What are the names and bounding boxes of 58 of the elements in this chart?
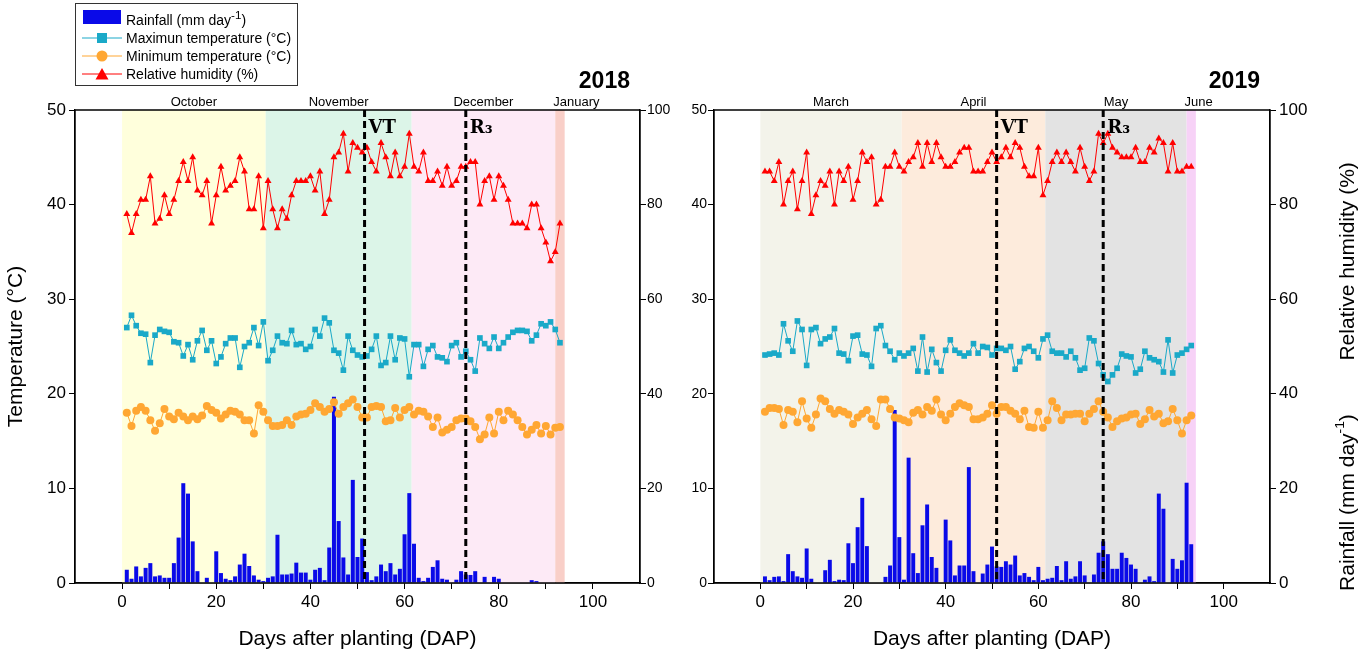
x-tick-label: 100 (578, 591, 608, 611)
band-label: March (812, 94, 850, 110)
x-axis-title: Days after planting (DAP) (238, 626, 477, 650)
y2-tick-label: 80 (647, 195, 663, 212)
y2-tick-label: 0 (647, 573, 655, 590)
band-label: April (960, 94, 987, 110)
y2-tick-label: 100 (647, 100, 671, 117)
x-tick-label: 20 (206, 591, 226, 611)
x-tick-label: 60 (395, 591, 415, 611)
legend-label: Minimum temperature (°C) (126, 46, 292, 65)
chart-title: 2018 (578, 67, 631, 93)
y2-tick-label: 20 (1279, 478, 1298, 498)
ref-line-label: R₃ (1107, 115, 1131, 137)
legend-label: Rainfall (mm day$^{-1}$) (126, 7, 247, 29)
y-tick-label: 10 (47, 478, 66, 498)
y2-tick-label: 60 (1279, 288, 1298, 308)
y2-tick-label: 40 (647, 384, 663, 401)
y-tick-label: 0 (56, 572, 66, 592)
x-tick-label: 40 (300, 591, 320, 611)
x-tick-label: 100 (1209, 591, 1238, 611)
y-tick-label: 50 (691, 100, 708, 117)
y-tick-label: 30 (47, 288, 66, 308)
y-tick-label: 20 (47, 383, 66, 403)
band-label: January (553, 94, 600, 110)
y2-tick-label: 40 (1279, 383, 1298, 403)
legend-label: Relative humidity (%) (126, 64, 259, 83)
y-axis-title: Temperature (°C) (3, 265, 27, 428)
y2-tick-label: 20 (647, 479, 663, 496)
y-tick-label: 30 (691, 290, 708, 307)
y-tick-label: 0 (699, 573, 708, 590)
x-tick-label: 0 (117, 591, 127, 611)
y2-tick-label: 60 (647, 290, 663, 307)
y2-tick-label: 80 (1279, 194, 1298, 214)
x-tick-label: 60 (1028, 591, 1048, 611)
chart-title: 2019 (1208, 67, 1260, 93)
x-axis-title: Days after planting (DAP) (872, 626, 1112, 650)
ref-line-label: VT (367, 115, 397, 137)
y-tick-label: 10 (691, 479, 708, 496)
y2-tick-label: 0 (1279, 572, 1289, 592)
y-tick-label: 40 (691, 195, 708, 212)
x-tick-label: 80 (1121, 591, 1141, 611)
band-label: December (453, 94, 515, 110)
y2-axis-title: Relative humidity (%) (1334, 162, 1358, 361)
y-tick-label: 50 (47, 99, 66, 119)
x-tick-label: 0 (755, 591, 766, 611)
y2-tick-label: 100 (1279, 99, 1308, 119)
band-label: May (1103, 94, 1129, 110)
band-label: June (1184, 94, 1213, 110)
x-tick-label: 20 (843, 591, 863, 611)
band-label: November (308, 94, 370, 110)
band-label: October (170, 94, 218, 110)
y-tick-label: 40 (47, 194, 66, 214)
ref-line-label: VT (999, 115, 1029, 137)
x-tick-label: 40 (936, 591, 956, 611)
legend-label: Maximun temperature (°C) (126, 28, 292, 47)
y-tick-label: 20 (691, 384, 708, 401)
ref-line-label: R₃ (469, 115, 493, 137)
x-tick-label: 80 (489, 591, 509, 611)
